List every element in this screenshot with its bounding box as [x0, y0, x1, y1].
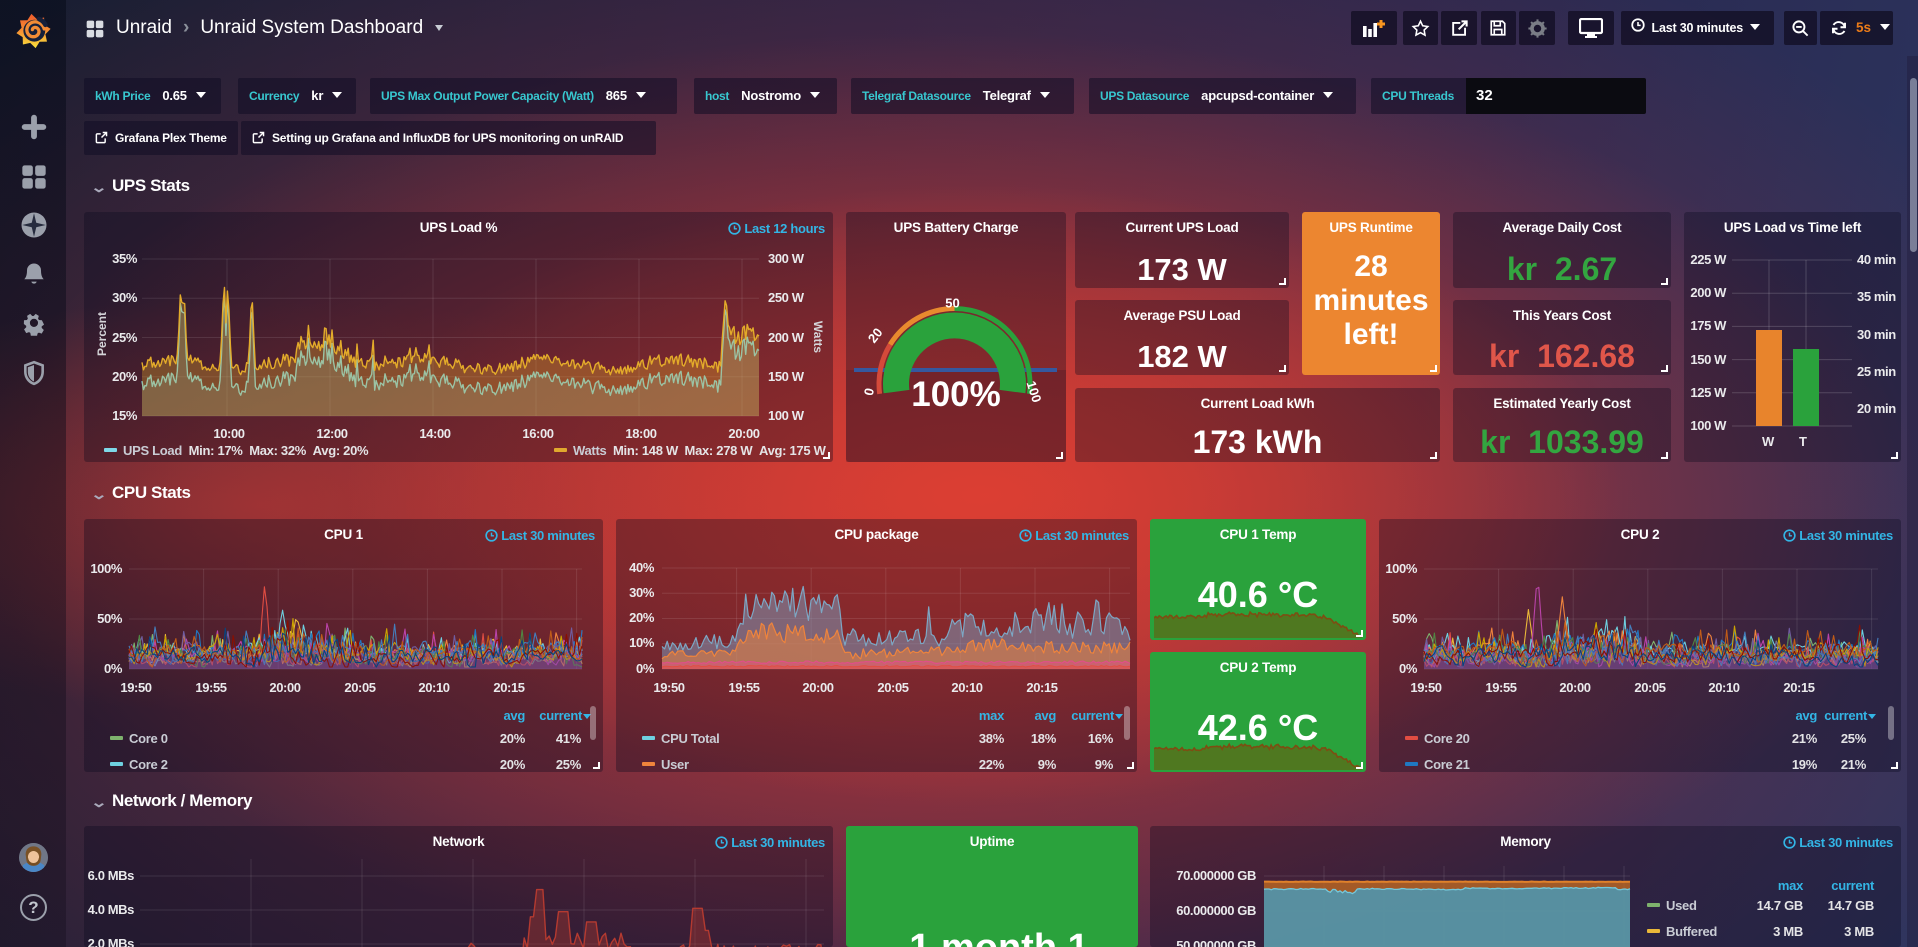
svg-text:20: 20 — [865, 325, 886, 346]
svg-text:50: 50 — [945, 295, 959, 310]
svg-text:0: 0 — [861, 387, 877, 397]
svg-text:100: 100 — [1024, 379, 1045, 404]
